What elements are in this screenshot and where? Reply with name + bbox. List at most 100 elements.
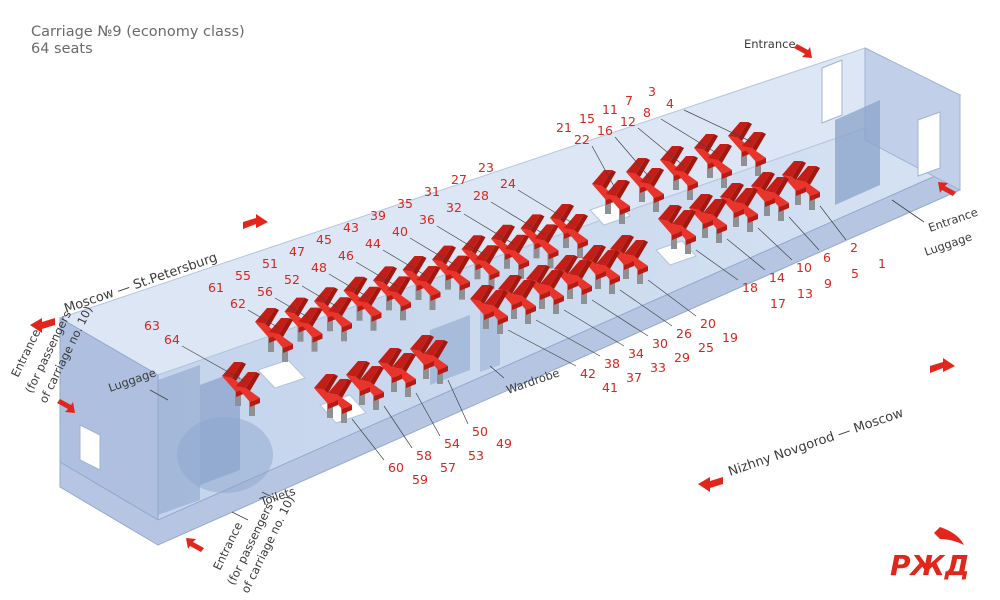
seat-12 bbox=[674, 156, 698, 200]
seat-number-43: 43 bbox=[343, 220, 359, 235]
direction-nn-moscow: Nizhny Novgorod — Moscow bbox=[698, 358, 955, 492]
leader-line bbox=[328, 273, 368, 298]
seat-number-42: 42 bbox=[580, 366, 596, 381]
seat-19 bbox=[610, 235, 634, 279]
seat-number-40: 40 bbox=[392, 224, 408, 239]
seat-number-31: 31 bbox=[424, 184, 440, 199]
seat-number-64: 64 bbox=[164, 332, 180, 347]
seat-16 bbox=[640, 168, 664, 212]
leader-line bbox=[695, 249, 739, 281]
seat-8 bbox=[708, 144, 732, 188]
direction-nn-moscow-label: Nizhny Novgorod — Moscow bbox=[726, 405, 905, 479]
seat-52 bbox=[328, 297, 352, 342]
seat-number-11: 11 bbox=[602, 102, 618, 117]
seat-18 bbox=[672, 210, 696, 254]
seat-38 bbox=[512, 280, 536, 324]
seat-32 bbox=[505, 234, 529, 279]
seat-24 bbox=[564, 214, 588, 258]
seat-number-55: 55 bbox=[235, 268, 251, 283]
seat-62 bbox=[269, 318, 293, 362]
seat-49 bbox=[410, 335, 434, 379]
leader-line bbox=[351, 418, 385, 461]
seat-number-33: 33 bbox=[650, 360, 666, 375]
seat-number-9: 9 bbox=[824, 276, 832, 291]
leader-line bbox=[383, 405, 413, 449]
seat-number-38: 38 bbox=[604, 356, 620, 371]
seat-54 bbox=[392, 353, 416, 397]
leader-line bbox=[355, 261, 398, 287]
seat-number-59: 59 bbox=[412, 472, 428, 487]
seat-number-6: 6 bbox=[823, 250, 831, 265]
leader-line bbox=[436, 225, 486, 256]
seat-number-12: 12 bbox=[620, 114, 636, 129]
seat-number-27: 27 bbox=[451, 172, 467, 187]
seat-28 bbox=[534, 224, 559, 269]
carriage-name: Carriage №9 (economy class) bbox=[31, 24, 245, 40]
seat-number-10: 10 bbox=[796, 260, 812, 275]
leader-line bbox=[819, 205, 847, 241]
seat-37 bbox=[498, 275, 522, 319]
logo-wing bbox=[934, 527, 964, 545]
seat-40 bbox=[446, 255, 470, 300]
seat-number-45: 45 bbox=[316, 232, 332, 247]
leader-line bbox=[619, 289, 673, 327]
leader-line bbox=[660, 118, 719, 155]
leader-line bbox=[149, 389, 169, 401]
seat-count: 64 seats bbox=[31, 41, 93, 57]
seat-number-50: 50 bbox=[472, 424, 488, 439]
seats-layer bbox=[222, 122, 820, 423]
entrance-right-label: Entrance bbox=[926, 205, 979, 235]
seat-number-8: 8 bbox=[643, 105, 651, 120]
seat-22 bbox=[606, 180, 630, 224]
logo-text: РЖД bbox=[890, 549, 970, 582]
seat-number-53: 53 bbox=[468, 448, 484, 463]
leader-line bbox=[788, 216, 820, 251]
rzd-logo-icon: РЖД bbox=[890, 527, 970, 582]
seat-number-22: 22 bbox=[574, 132, 590, 147]
arrow-left-icon bbox=[30, 318, 55, 333]
seat-number-16: 16 bbox=[597, 123, 613, 138]
seat-41 bbox=[470, 285, 494, 329]
seat-number-4: 4 bbox=[666, 96, 674, 111]
seat-number-25: 25 bbox=[698, 340, 714, 355]
leader-line bbox=[683, 109, 753, 143]
seat-9 bbox=[720, 183, 744, 227]
leader-line bbox=[415, 392, 441, 437]
seat-30 bbox=[568, 260, 592, 304]
seat-number-32: 32 bbox=[446, 200, 462, 215]
vestibule-right bbox=[835, 100, 880, 205]
seat-53 bbox=[378, 348, 402, 392]
seat-number-30: 30 bbox=[652, 336, 668, 351]
leader-line bbox=[382, 249, 427, 277]
seat-17 bbox=[658, 205, 682, 249]
seat-6 bbox=[765, 177, 789, 221]
leader-line bbox=[891, 199, 925, 223]
seat-number-61: 61 bbox=[208, 280, 224, 295]
seat-48 bbox=[357, 286, 382, 331]
seat-number-41: 41 bbox=[602, 380, 618, 395]
seat-number-47: 47 bbox=[289, 244, 305, 259]
seat-39 bbox=[432, 245, 456, 290]
leader-line bbox=[447, 379, 469, 425]
seat-number-54: 54 bbox=[444, 436, 460, 451]
door-right-top bbox=[821, 59, 843, 124]
seat-number-17: 17 bbox=[770, 296, 786, 311]
seat-number-63: 63 bbox=[144, 318, 160, 333]
seat-57 bbox=[346, 361, 370, 405]
table bbox=[257, 359, 306, 389]
leader-line bbox=[490, 201, 545, 235]
leader-line bbox=[274, 297, 309, 318]
seat-4 bbox=[742, 132, 766, 176]
seat-26 bbox=[596, 250, 620, 294]
seat-number-18: 18 bbox=[742, 280, 758, 295]
leader-line bbox=[614, 136, 651, 179]
leader-line bbox=[489, 365, 505, 379]
seat-51 bbox=[314, 287, 338, 332]
leader-line bbox=[507, 329, 577, 367]
seat-36 bbox=[475, 245, 500, 290]
seat-number-13: 13 bbox=[797, 286, 813, 301]
leader-line bbox=[757, 227, 793, 261]
seat-numbers: 3478111215162122232427283132353639404344… bbox=[144, 84, 886, 487]
seat-number-34: 34 bbox=[628, 346, 644, 361]
entrance-top-label: Entrance bbox=[744, 37, 796, 51]
